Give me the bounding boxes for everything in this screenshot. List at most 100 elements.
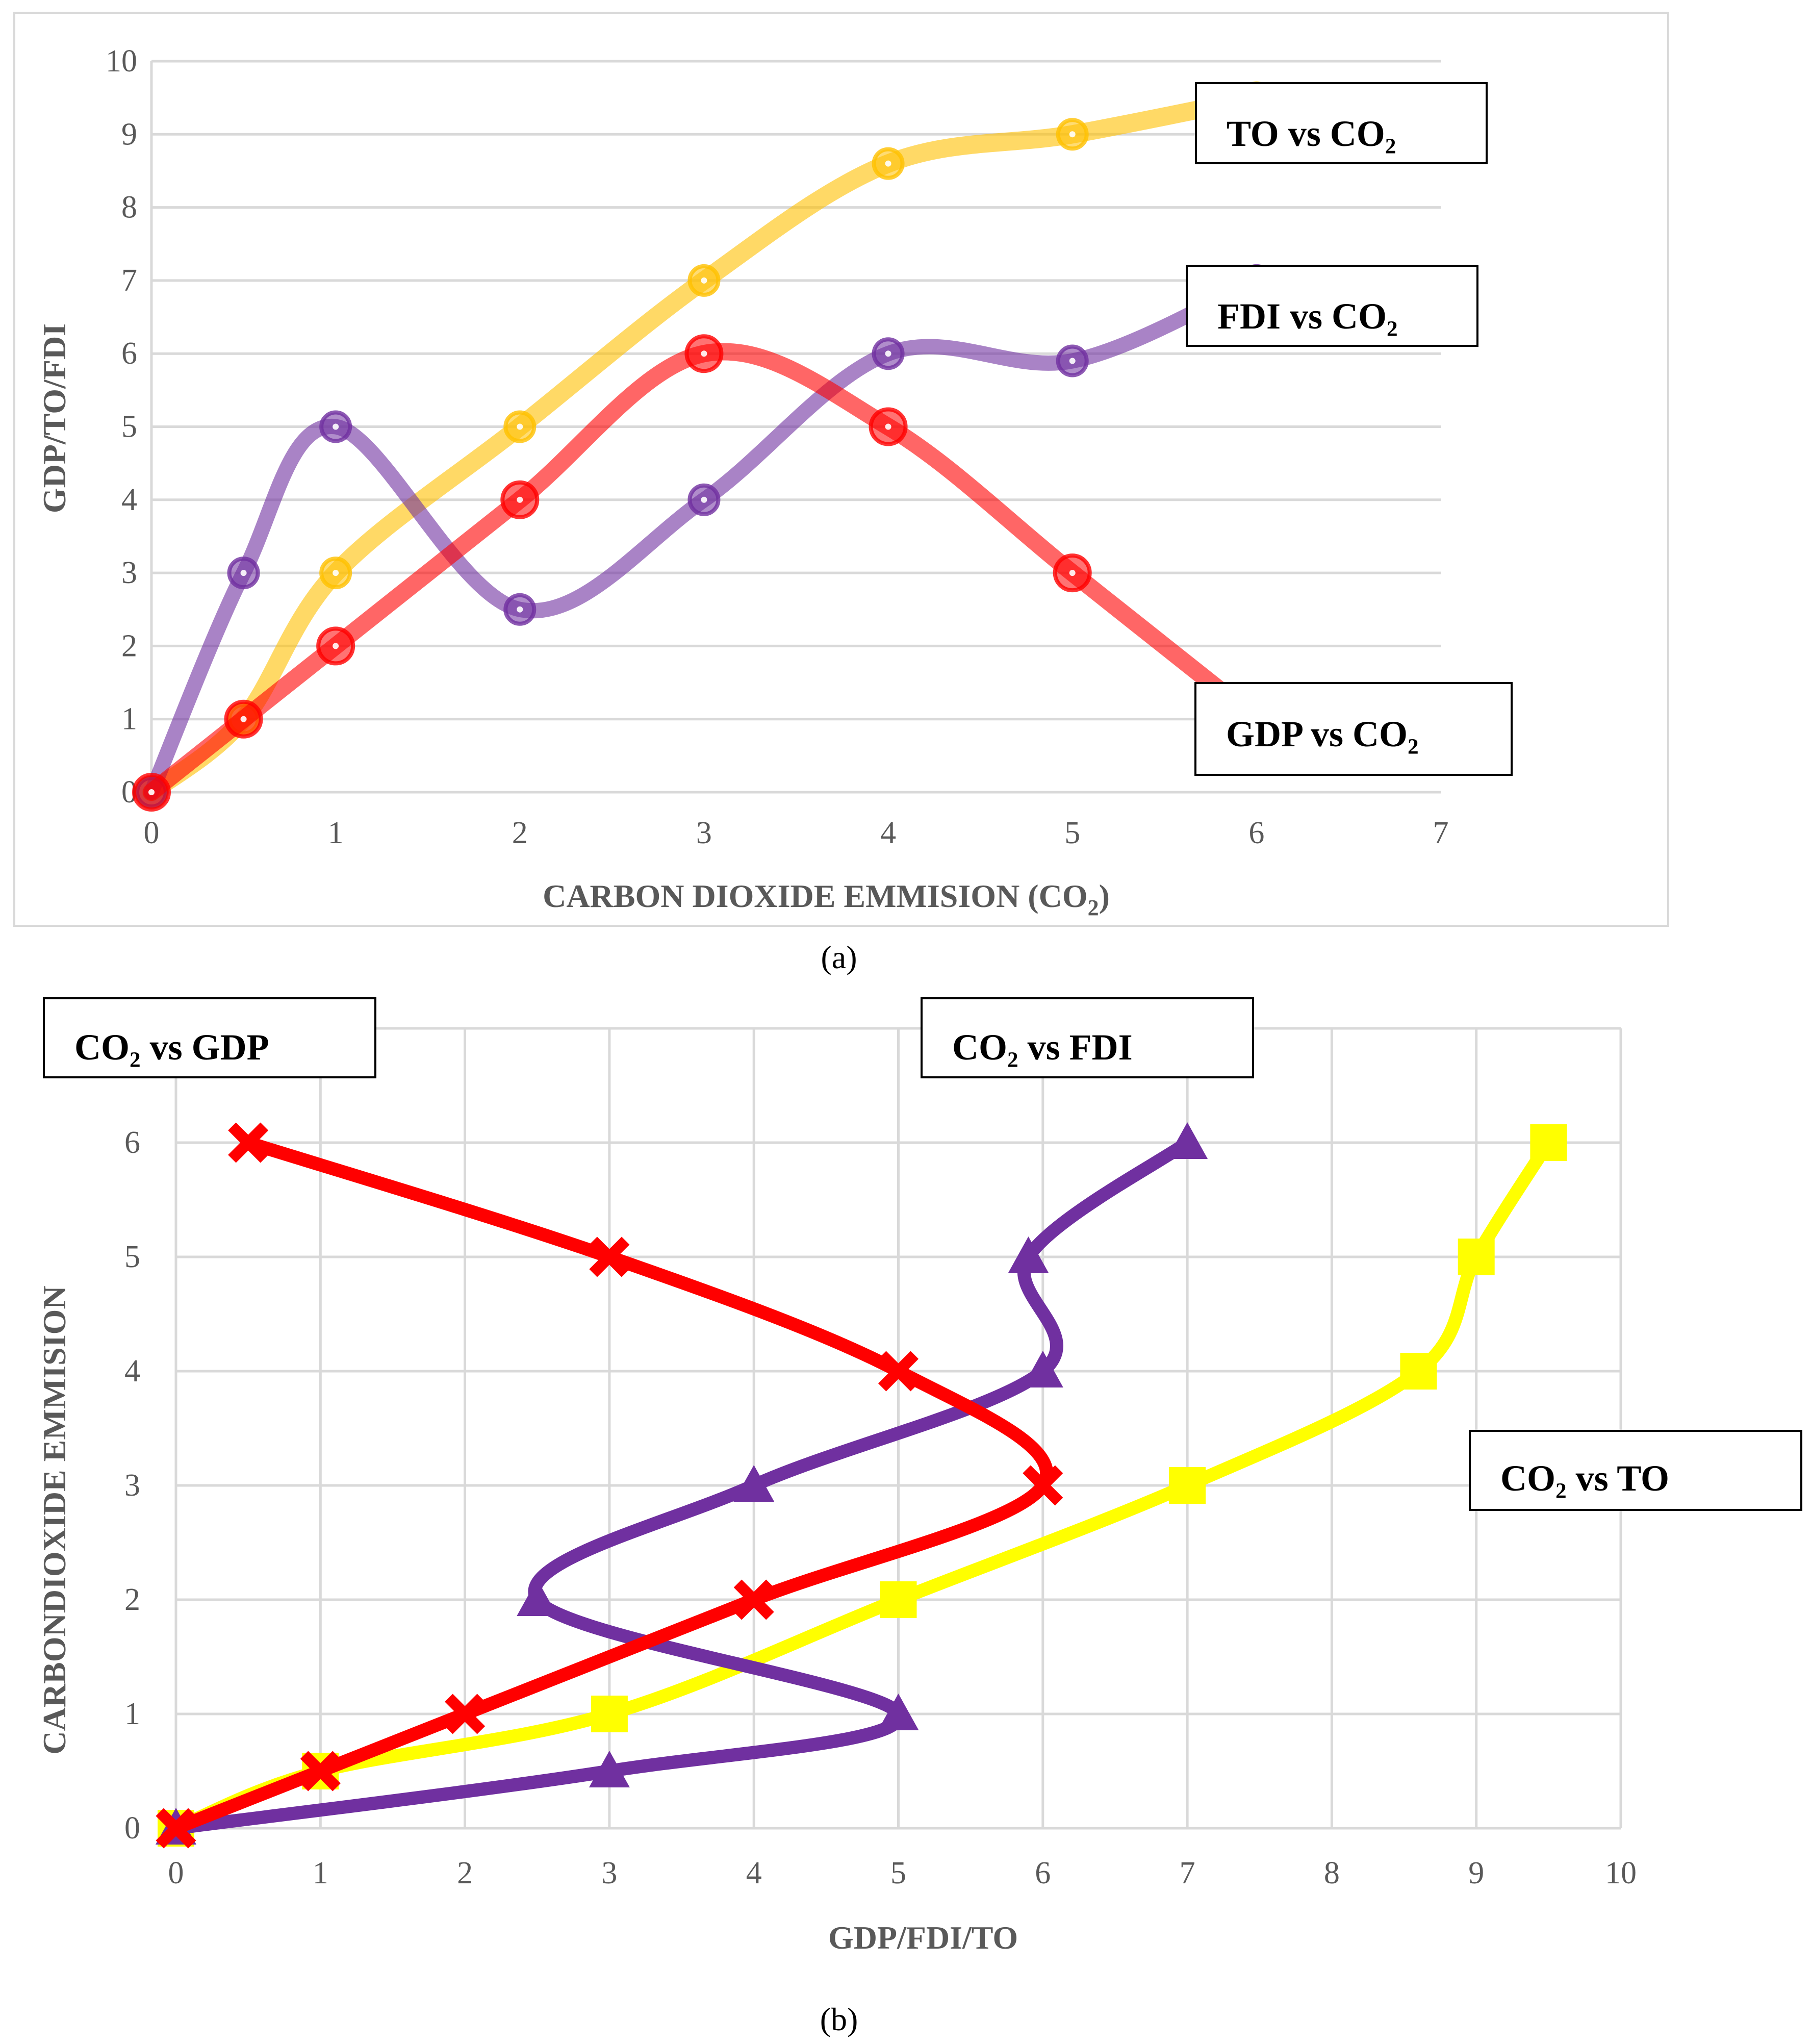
legend-co2-vs-gdp: CO₂ vs GDP [43,997,376,1078]
data-point-x [1023,1465,1063,1506]
data-point-square [591,1696,628,1732]
data-point-square [1530,1124,1567,1161]
legend-label: CO₂ vs FDI [952,1027,1133,1068]
x-tick-label: 9 [1468,1856,1484,1890]
panel-a-frame [13,12,1669,927]
legend-co2-vs-to: CO₂ vs TO [1469,1430,1802,1511]
data-point-square [1169,1467,1206,1504]
series-co2-vs-fdi [156,1122,1208,1845]
panel-b-gridlines [174,1027,1622,1830]
y-tick-label: 2 [124,1582,140,1617]
data-point-x [156,1808,196,1849]
data-point-square [1458,1239,1495,1275]
y-tick-label: 8 [121,190,137,225]
data-point-x [878,1351,919,1392]
legend-gdp-vs-co2: GDP vs CO₂ [1194,682,1513,776]
x-tick-label: 1 [328,816,344,850]
y-tick-label: 5 [121,410,137,444]
data-point-center [885,350,891,357]
data-point-x [228,1122,269,1163]
x-tick-label: 3 [601,1856,617,1890]
panel-b-x-axis-title: GDP/FDI/TO [828,1920,1018,1956]
series-co2-vs-gdp [156,1122,1063,1849]
legend-to-vs-co2: TO vs CO₂ [1195,82,1488,164]
y-tick-label: 0 [124,1811,140,1846]
y-tick-label: 4 [121,483,137,517]
data-point-center [1069,358,1076,364]
data-point-square [880,1581,917,1618]
panel-b-tick-labels: 0 1 2 3 4 5 6 0 1 2 3 4 5 6 7 8 9 10 [124,1125,1637,1890]
data-point-x [300,1751,341,1791]
data-point-triangle [733,1465,775,1502]
x-tick-label: 2 [457,1856,473,1890]
y-tick-label: 10 [106,44,137,79]
x-tick-label: 2 [512,816,528,850]
y-tick-label: 6 [121,336,137,371]
data-point-center [517,496,523,503]
y-tick-label: 9 [121,117,137,152]
x-tick-label: 10 [1605,1856,1637,1890]
x-tick-label: 3 [696,816,712,850]
data-point-center [517,606,523,613]
data-point-center [885,160,891,167]
data-point-center [885,423,891,430]
panel-b-chart: 0 1 2 3 4 5 6 0 1 2 3 4 5 6 7 8 9 10 CARBONDIOXIDE EMMISI… [36,997,1802,2037]
data-point-center [517,423,523,430]
panel-b-y-axis-title: CARBONDIOXIDE EMMISION [36,1285,72,1754]
series-line [169,1136,1555,1835]
data-point-triangle [1167,1122,1208,1159]
data-point-x [445,1694,486,1734]
legend-label: CO₂ vs TO [1500,1458,1669,1499]
data-point-triangle [589,1751,630,1787]
x-tick-label: 7 [1433,816,1449,850]
y-tick-label: 6 [124,1125,140,1160]
data-point-x [733,1579,774,1620]
legend-box [1194,682,1513,776]
legend-co2-vs-fdi: CO₂ vs FDI [921,997,1254,1078]
x-tick-label: 6 [1248,816,1264,850]
data-point-triangle [1008,1237,1049,1273]
legend-box [1469,1430,1802,1511]
legend-label: TO vs CO₂ [1227,113,1396,154]
legend-box [921,997,1254,1078]
data-point-triangle [517,1579,558,1616]
data-point-center [240,716,247,722]
y-tick-label: 4 [124,1354,140,1389]
panel-b-series [156,1122,1567,1849]
data-point-square [1400,1353,1437,1390]
data-point-center [333,643,339,649]
x-tick-label: 1 [313,1856,328,1890]
legend-fdi-vs-co2: FDI vs CO₂ [1186,265,1478,347]
x-tick-label: 4 [746,1856,762,1890]
data-point-triangle [1022,1351,1063,1387]
x-tick-label: 7 [1180,1856,1195,1890]
panel-a-label: (a) [821,939,857,975]
data-point-center [148,789,155,795]
legend-label: CO₂ vs GDP [74,1027,269,1068]
series-line [142,88,1266,801]
y-tick-label: 7 [121,263,137,298]
y-tick-label: 5 [124,1240,140,1274]
series-line [144,272,1264,800]
data-point-center [701,277,707,284]
data-point-center [333,423,339,430]
legend-box [43,997,376,1078]
legend-box [1195,82,1488,164]
data-point-center [1069,570,1076,576]
data-point-center [1069,131,1076,138]
x-tick-label: 0 [168,1856,184,1890]
panel-a-series [132,81,1276,812]
x-tick-label: 5 [890,1856,906,1890]
y-tick-label: 1 [121,702,137,737]
data-point-x [589,1237,630,1277]
legend-label: GDP vs CO₂ [1226,714,1419,754]
y-tick-label: 3 [124,1468,140,1503]
panel-b-label: (b) [820,2001,858,2037]
data-point-center [701,350,707,357]
data-point-center [701,496,707,503]
x-tick-label: 5 [1064,816,1080,850]
panel-a-y-axis-title: GDP/TO/FDI [36,323,72,513]
